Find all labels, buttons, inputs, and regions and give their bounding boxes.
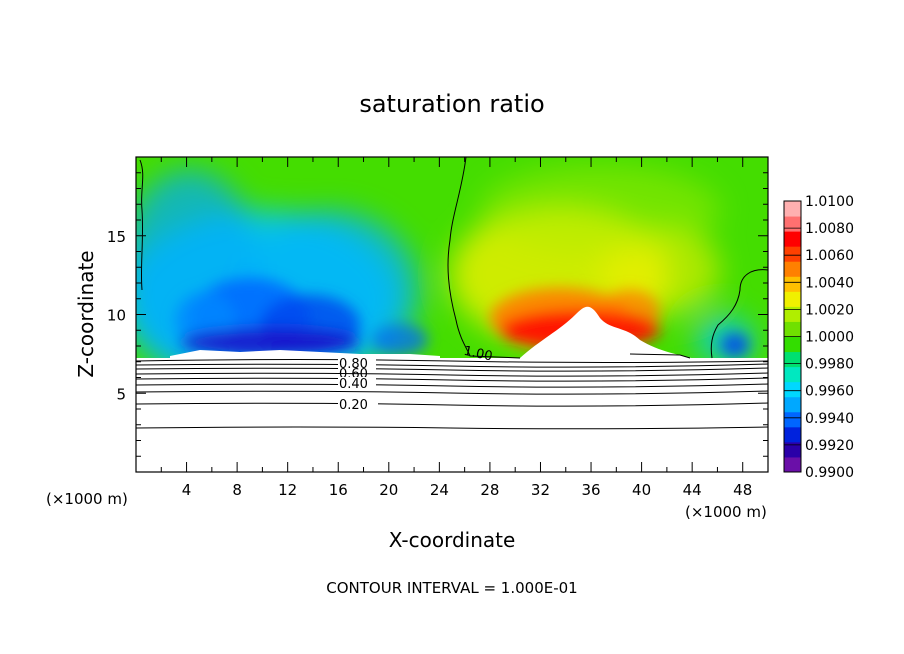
- colorbar-label: 0.9960: [805, 384, 854, 400]
- colorbar-swatch: [784, 216, 801, 232]
- y-axis-ticks: 5 10 15: [107, 172, 768, 457]
- colorbar-label: 0.9920: [805, 438, 854, 454]
- white-region: [520, 306, 700, 360]
- colorbar-label: 0.9940: [805, 411, 854, 427]
- x-tick-label: 44: [683, 481, 702, 499]
- colorbar-swatch: [784, 246, 801, 262]
- x-axis-ticks: 4 8 12 16 20 24 28 32 36 40 44 48: [160, 157, 752, 499]
- x-axis-unit-right: (×1000 m): [685, 503, 767, 521]
- colorbar-label: 1.0080: [805, 221, 854, 237]
- x-tick-label: 12: [278, 481, 297, 499]
- colorbar-swatch: [784, 351, 801, 368]
- colorbar-swatch: [784, 321, 801, 337]
- colorbar-label: 1.0040: [805, 275, 854, 291]
- x-tick-label: 28: [480, 481, 499, 499]
- colorbar-swatch: [784, 201, 801, 217]
- colorbar-label: 0.9900: [805, 465, 854, 481]
- colorbar-swatch: [784, 306, 801, 322]
- contour-label-100: 1.00: [462, 344, 493, 365]
- y-tick-label: 10: [107, 307, 126, 325]
- x-tick-label: 36: [581, 481, 600, 499]
- chart-title: saturation ratio: [359, 90, 544, 118]
- x-tick-label: 16: [329, 481, 348, 499]
- x-tick-label: 8: [232, 481, 242, 499]
- contour-label-040: 0.40: [339, 377, 368, 392]
- colorbar-swatch: [784, 261, 801, 277]
- x-axis-label: X-coordinate: [389, 528, 516, 552]
- x-axis-unit-left: (×1000 m): [46, 490, 128, 508]
- contour-interval-footer: CONTOUR INTERVAL = 1.000E-01: [326, 579, 577, 597]
- colorbar-swatch: [784, 381, 801, 398]
- colorbar-swatch: [784, 291, 801, 307]
- y-tick-label: 15: [107, 228, 126, 246]
- colorbar-label: 0.9980: [805, 357, 854, 373]
- colorbar-swatch: [784, 411, 801, 428]
- x-tick-label: 20: [379, 481, 398, 499]
- colorbar-swatch: [784, 336, 801, 353]
- x-tick-label: 40: [632, 481, 651, 499]
- contour-label-020: 0.20: [339, 398, 368, 413]
- colorbar: 1.0100 1.0080 1.0060 1.0040 1.0020 1.0000 0.99…: [783, 194, 854, 481]
- plot-area: 1.00 0.80 0.60 0.40 0.20: [136, 157, 768, 472]
- contour-labels: 1.00 0.80 0.60 0.40 0.20: [338, 344, 494, 413]
- y-axis-label: Z-coordinate: [74, 250, 98, 377]
- colorbar-swatch: [784, 396, 801, 413]
- y-tick-label: 5: [116, 385, 126, 403]
- colorbar-label: 1.0060: [805, 248, 854, 264]
- colorbar-swatch: [784, 231, 801, 247]
- x-tick-label: 32: [531, 481, 550, 499]
- x-tick-label: 4: [182, 481, 192, 499]
- x-tick-label: 48: [733, 481, 752, 499]
- colorbar-swatch: [784, 366, 801, 383]
- contour-lines: [136, 157, 768, 430]
- x-tick-label: 24: [430, 481, 449, 499]
- contour-label-080: 0.80: [339, 357, 368, 372]
- colorbar-swatch: [784, 276, 801, 292]
- colorbar-swatch: [784, 441, 801, 458]
- colorbar-label: 1.0020: [805, 302, 854, 318]
- lower-region: [136, 358, 768, 472]
- colorbar-label: 1.0100: [805, 194, 854, 210]
- colorbar-swatch: [784, 456, 801, 473]
- colorbar-label: 1.0000: [805, 330, 854, 346]
- colorbar-swatch: [784, 426, 801, 443]
